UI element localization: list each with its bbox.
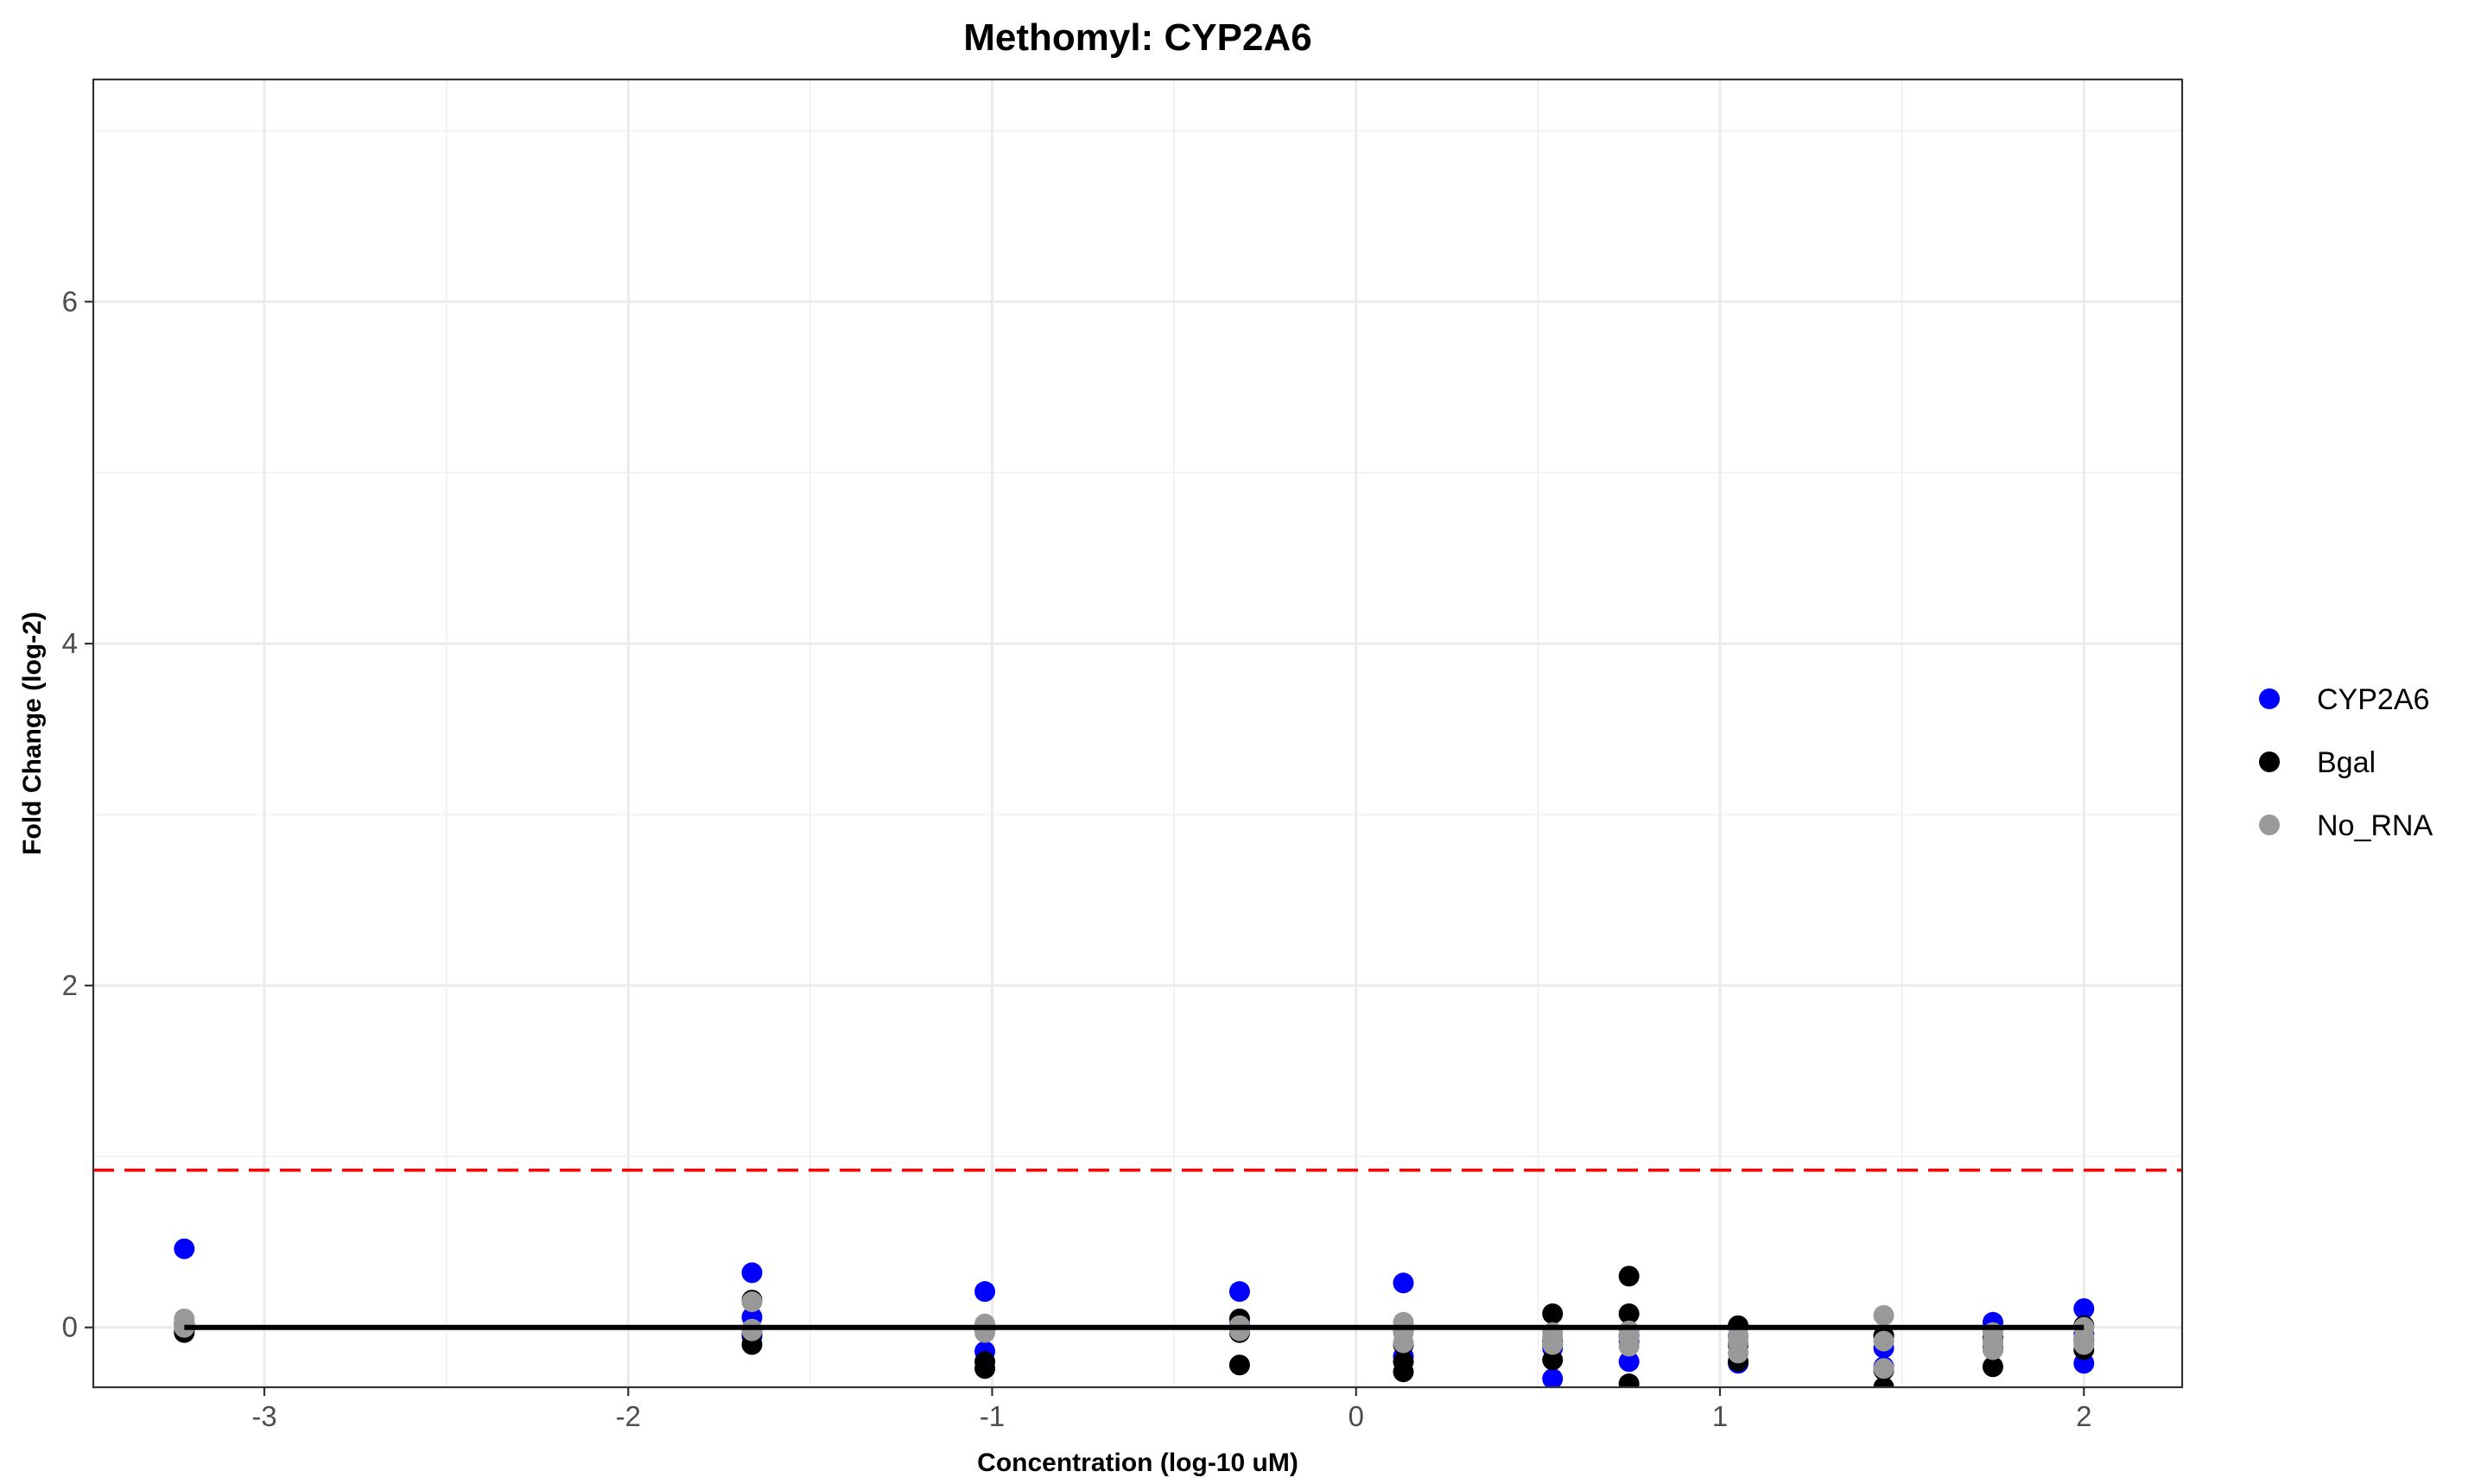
point-no-rna: [1542, 1327, 1564, 1348]
point-bgal: [974, 1358, 996, 1379]
x-tick-label: 2: [2076, 1400, 2091, 1432]
point-bgal: [1618, 1303, 1640, 1324]
point-cyp2a6: [1393, 1272, 1414, 1294]
legend-key: [2259, 815, 2280, 835]
point-bgal: [1542, 1303, 1564, 1324]
chart-title: Methomyl: CYP2A6: [963, 16, 1311, 59]
y-axis-ticks: 0 2 4 6: [62, 285, 93, 1343]
x-axis-ticks: -3 -2 -1 0 1 2: [251, 1387, 2091, 1432]
point-cyp2a6: [1228, 1281, 1250, 1303]
plot-panel-border: [92, 78, 2184, 1389]
point-cyp2a6: [174, 1238, 195, 1259]
legend-label: CYP2A6: [2317, 683, 2429, 716]
grid-minor-lines: [93, 79, 2182, 1387]
point-bgal: [1982, 1356, 2003, 1378]
y-tick-label: 6: [62, 285, 78, 317]
legend-key: [2259, 752, 2280, 772]
point-bgal: [1393, 1361, 1414, 1383]
point-cyp2a6: [1618, 1351, 1640, 1373]
point-bgal: [1618, 1265, 1640, 1287]
point-bgal: [1618, 1373, 1640, 1387]
point-no-rna: [1873, 1358, 1894, 1379]
legend-key: [2259, 688, 2280, 709]
point-no-rna: [1728, 1332, 1749, 1354]
x-tick-label: -1: [980, 1400, 1005, 1432]
point-no-rna: [2073, 1334, 2095, 1355]
legend-label: Bgal: [2317, 746, 2376, 779]
x-tick-label: -2: [616, 1400, 641, 1432]
y-tick-label: 4: [62, 627, 78, 659]
y-tick-label: 2: [62, 969, 78, 1001]
x-tick-label: 1: [1712, 1400, 1728, 1432]
x-axis-title: Concentration (log-10 uM): [977, 1449, 1298, 1477]
x-tick-label: -3: [251, 1400, 276, 1432]
point-no-rna: [1982, 1330, 2003, 1352]
point-no-rna: [1618, 1327, 1640, 1348]
data-points: [174, 1238, 2095, 1387]
point-cyp2a6: [974, 1281, 996, 1303]
y-axis-title: Fold Change (log-2): [18, 612, 47, 855]
point-no-rna: [1873, 1304, 1894, 1326]
point-cyp2a6: [1542, 1368, 1564, 1387]
y-tick-label: 0: [62, 1311, 78, 1343]
point-bgal: [1228, 1354, 1250, 1376]
x-tick-label: 0: [1349, 1400, 1364, 1432]
legend-label: No_RNA: [2317, 809, 2433, 842]
point-cyp2a6: [2073, 1297, 2095, 1319]
point-no-rna: [741, 1291, 763, 1313]
point-no-rna: [174, 1313, 195, 1335]
point-no-rna: [1873, 1330, 1894, 1352]
point-bgal: [1542, 1349, 1564, 1371]
legend: CYP2A6 Bgal No_RNA: [2259, 683, 2433, 842]
point-cyp2a6: [741, 1262, 763, 1284]
plot-panel: [93, 79, 2182, 1387]
point-bgal: [1873, 1377, 1894, 1387]
